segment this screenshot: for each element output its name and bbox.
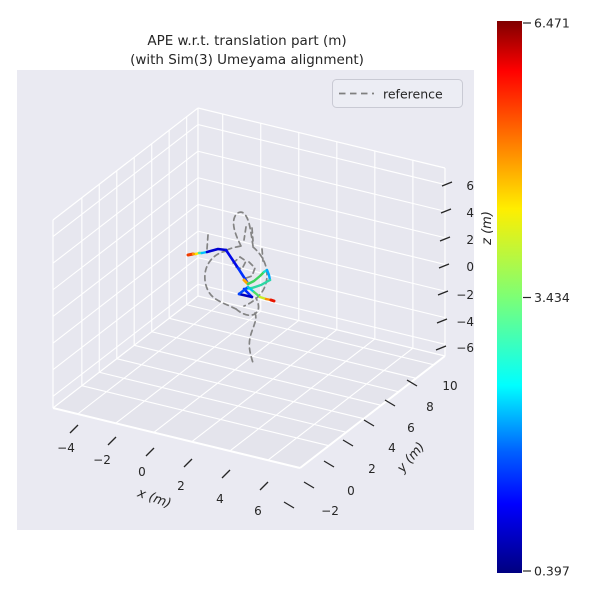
colorbar-mid-label: 3.434 xyxy=(534,290,570,305)
legend-box xyxy=(332,79,463,108)
z-axis-label: z (m) xyxy=(480,211,495,246)
z-tick-label: 0 xyxy=(466,260,474,274)
y-axis-ticks: 10 8 6 4 2 0 −2 xyxy=(321,379,457,518)
colorbar-tick-marks xyxy=(523,22,531,572)
x-axis-ticks: −4 −2 0 2 4 6 xyxy=(57,441,262,518)
legend: reference xyxy=(332,79,463,108)
x-tick-label: −2 xyxy=(93,453,111,467)
y-tick-label: 2 xyxy=(368,462,376,476)
pane-left xyxy=(53,108,198,408)
y-tick-label: −2 xyxy=(321,504,339,518)
reference-trajectory xyxy=(203,211,268,364)
x-tick-label: 6 xyxy=(254,504,262,518)
z-tick-label: 6 xyxy=(466,179,474,193)
pane-edges xyxy=(52,107,446,469)
colorbar-gradient xyxy=(497,21,522,573)
estimate-trajectory xyxy=(186,247,276,303)
z-tick-label: 4 xyxy=(466,206,474,220)
legend-label-reference: reference xyxy=(383,87,443,102)
x-tick-label: 0 xyxy=(138,465,146,479)
axis-tick-marks xyxy=(69,181,453,509)
z-tick-label: −4 xyxy=(456,315,474,329)
z-axis-ticks: 6 4 2 0 −2 −4 −6 xyxy=(456,179,474,355)
y-tick-label: 4 xyxy=(388,441,396,455)
colorbar-min-label: 0.397 xyxy=(534,564,570,579)
colorbar-max-label: 6.471 xyxy=(534,16,570,31)
z-tick-label: 2 xyxy=(466,233,474,247)
x-tick-label: 4 xyxy=(216,492,224,506)
y-tick-label: 10 xyxy=(442,379,457,393)
plot-title-line2: (with Sim(3) Umeyama alignment) xyxy=(130,52,364,68)
z-tick-label: −6 xyxy=(456,341,474,355)
pane-floor xyxy=(53,296,445,468)
x-tick-label: 2 xyxy=(177,479,185,493)
y-tick-label: 8 xyxy=(426,400,434,414)
y-tick-label: 6 xyxy=(407,421,415,435)
x-tick-label: −4 xyxy=(57,441,75,455)
z-tick-label: −2 xyxy=(456,288,474,302)
plot-title-line1: APE w.r.t. translation part (m) xyxy=(147,33,346,49)
colorbar: 6.471 3.434 0.397 xyxy=(497,16,570,579)
y-tick-label: 0 xyxy=(347,484,355,498)
